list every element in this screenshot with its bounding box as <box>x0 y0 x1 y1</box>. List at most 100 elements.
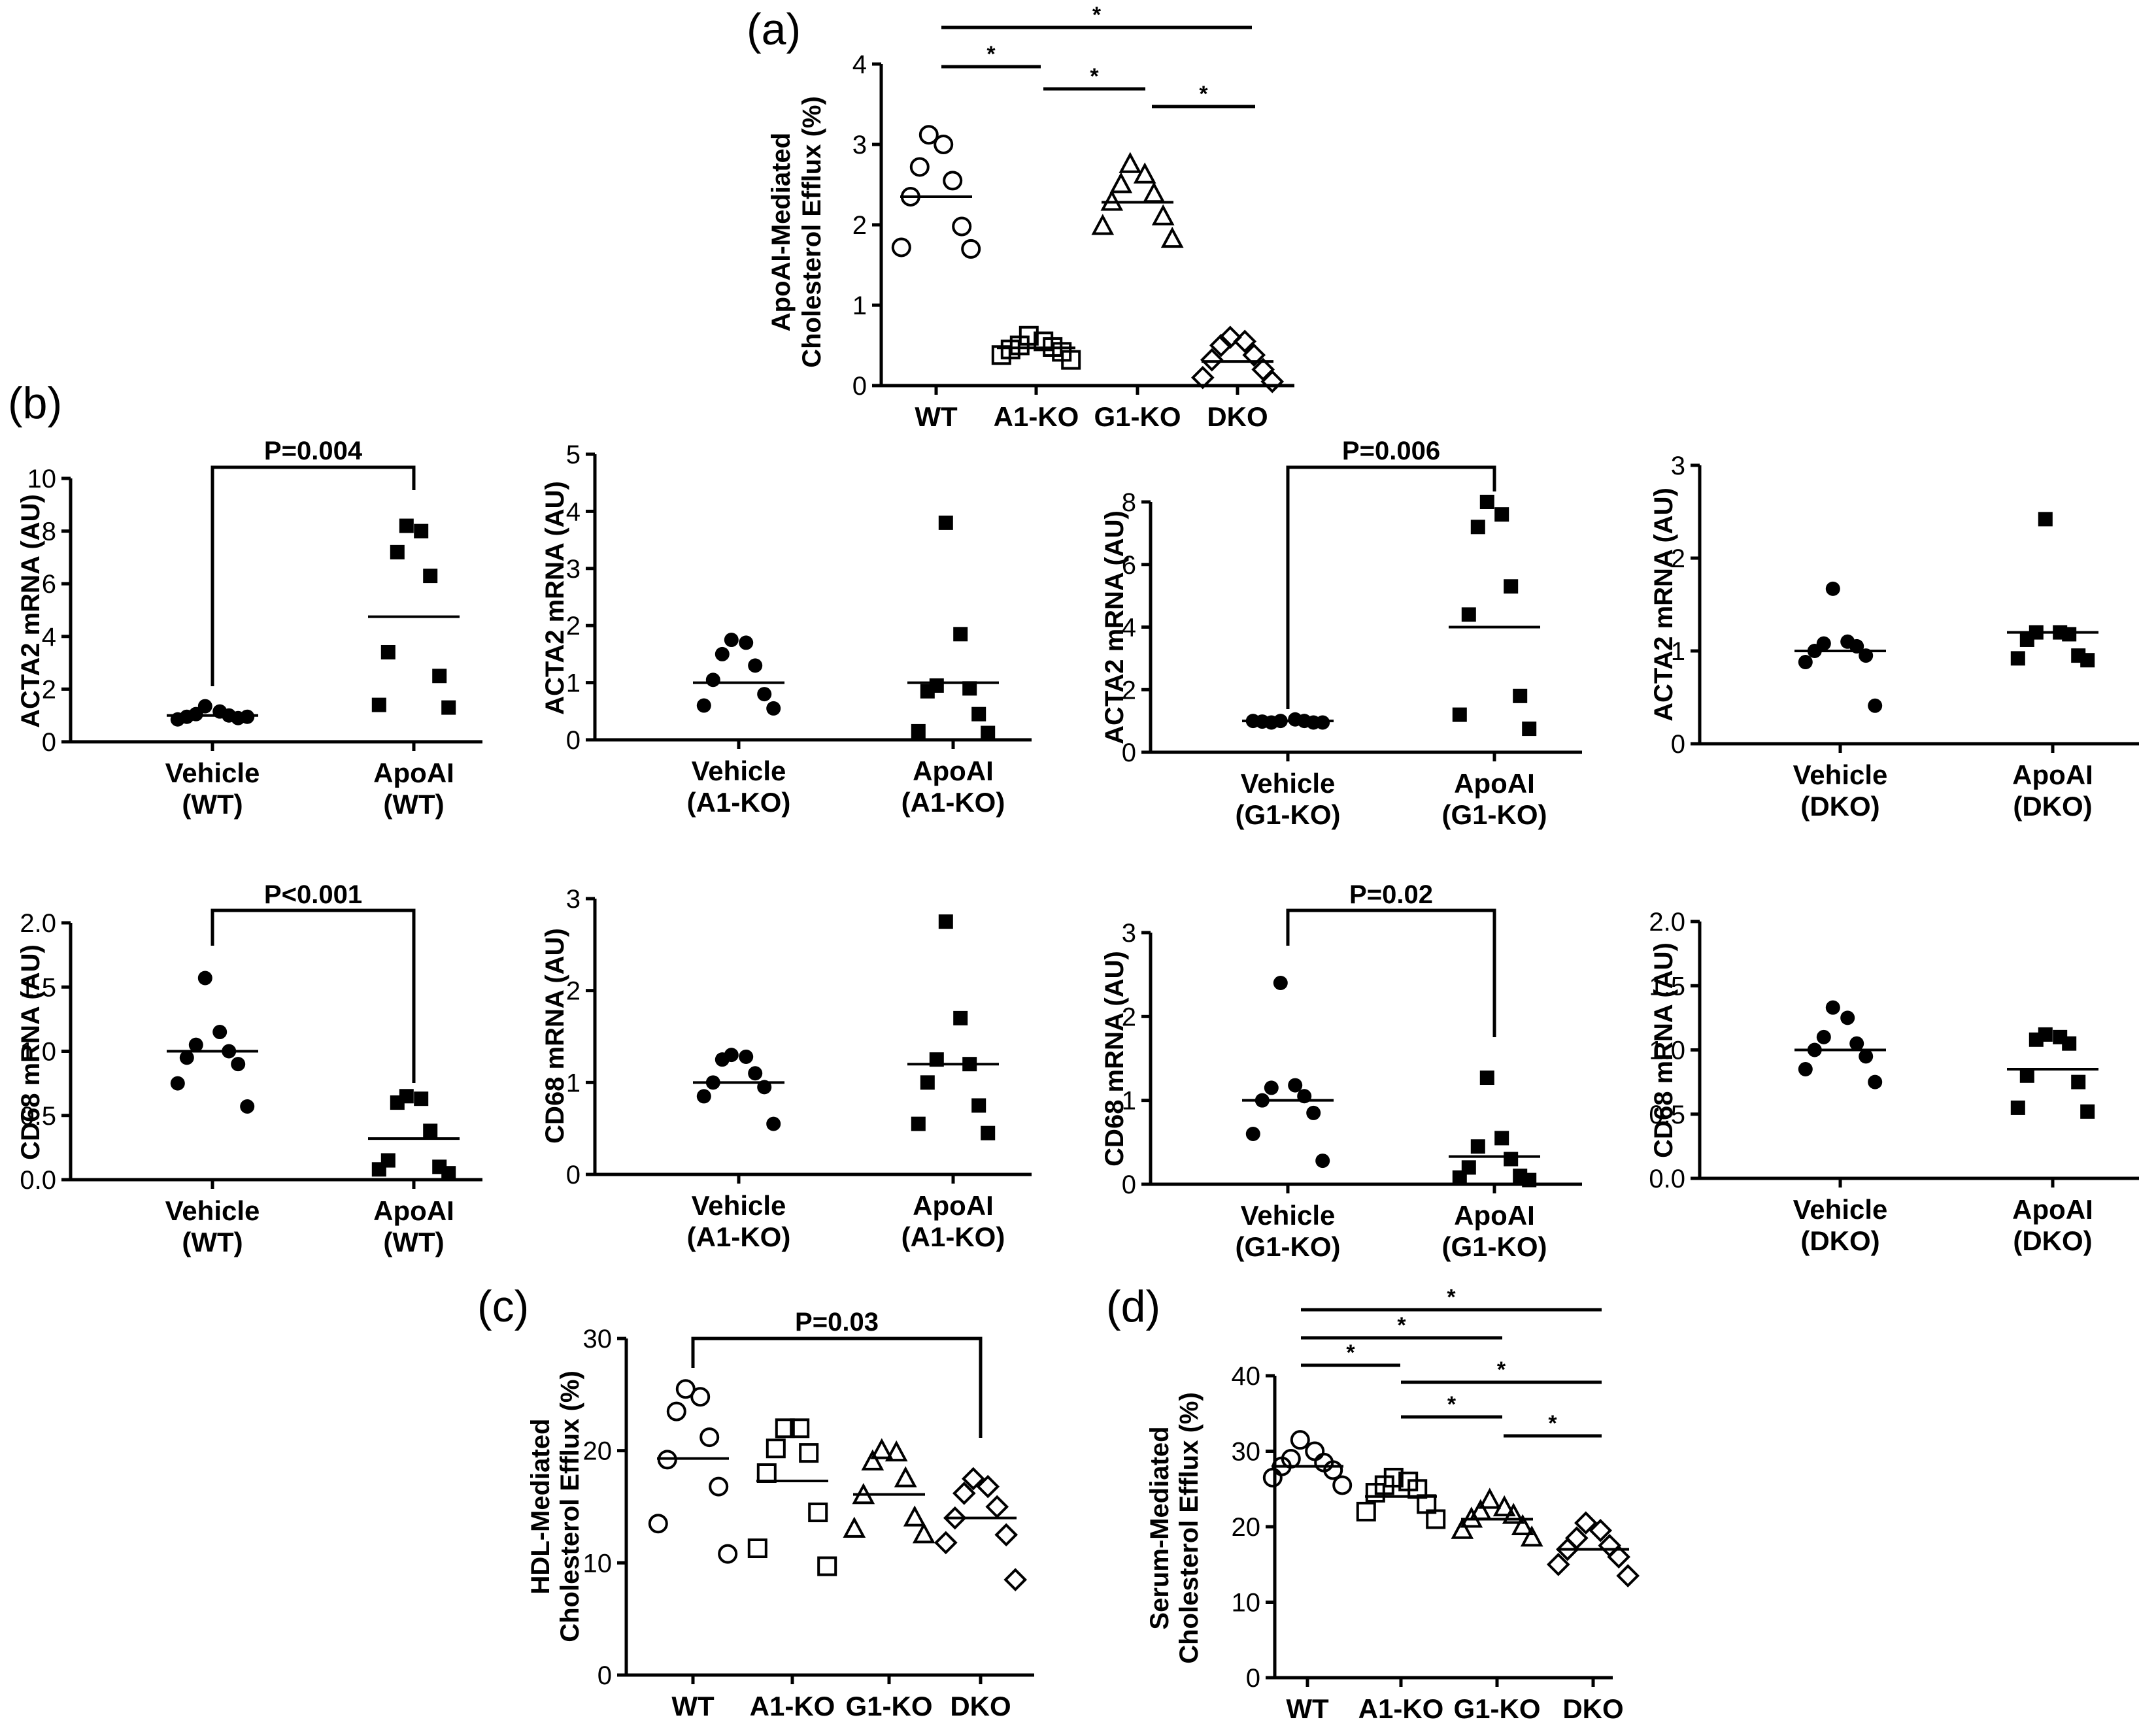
x-category-label: (A1-KO) <box>901 787 1005 818</box>
x-category-label: Vehicle <box>1241 1200 1336 1231</box>
y-tick-label: 2 <box>1122 1003 1136 1031</box>
data-point <box>1142 182 1166 203</box>
p-value-label: P<0.001 <box>264 880 362 909</box>
data-point <box>934 1531 958 1555</box>
data-point <box>943 1506 967 1530</box>
data-point <box>690 1387 711 1407</box>
y-tick-label: 0.0 <box>1649 1165 1685 1193</box>
data-point <box>981 725 996 740</box>
y-tick-label: 2.0 <box>20 909 56 938</box>
data-point <box>1522 1172 1537 1188</box>
y-tick-label: 0.5 <box>20 1102 56 1131</box>
data-point <box>414 1091 429 1106</box>
data-point <box>1479 495 1494 509</box>
significance-star: * <box>1397 1313 1406 1338</box>
data-point <box>1470 520 1485 535</box>
data-point <box>2010 651 2025 666</box>
data-point <box>934 135 954 154</box>
y-tick-label: 20 <box>583 1437 613 1466</box>
y-tick-label: 6 <box>1122 551 1136 580</box>
significance-star: * <box>1199 82 1208 107</box>
x-category-label: (WT) <box>383 789 444 820</box>
data-point <box>666 1401 686 1421</box>
y-tick-label: 3 <box>566 555 581 584</box>
data-point <box>1825 581 1840 596</box>
data-point <box>1426 1509 1446 1529</box>
data-point <box>1323 1460 1343 1480</box>
x-category-label: Vehicle <box>1793 759 1888 790</box>
data-point <box>1522 722 1537 737</box>
data-point <box>1332 1475 1353 1495</box>
y-axis-label: ApoAI-Mediated <box>767 133 796 331</box>
data-point <box>1290 1430 1310 1450</box>
y-tick-label: 10 <box>583 1549 613 1578</box>
chart-b8: 0.00.51.01.52.0Vehicle(DKO)ApoAI(DKO)CD6… <box>1649 908 2139 1256</box>
data-point <box>861 1449 884 1470</box>
data-point <box>1061 350 1081 370</box>
data-point <box>705 673 720 688</box>
y-tick-label: 0 <box>566 726 581 755</box>
data-point <box>715 646 730 661</box>
data-point <box>423 1123 438 1138</box>
panel-label: (b) <box>8 378 62 428</box>
data-point <box>1859 1049 1874 1064</box>
data-point <box>1109 172 1133 193</box>
data-point <box>1520 1525 1543 1547</box>
significance-star: * <box>1447 1392 1457 1417</box>
data-point <box>891 237 911 258</box>
y-axis-label: ACTA2 mRNA (AU) <box>1100 510 1129 744</box>
x-category-label: ApoAI <box>373 757 454 788</box>
data-point <box>1365 1483 1385 1503</box>
data-point <box>799 1443 819 1463</box>
data-point <box>718 1544 738 1564</box>
y-tick-label: 1 <box>1122 1087 1136 1116</box>
data-point <box>1479 1071 1494 1086</box>
data-point <box>231 1057 246 1072</box>
x-category-label: WT <box>915 401 958 432</box>
y-tick-label: 1 <box>852 291 867 320</box>
y-tick-label: 4 <box>42 623 56 652</box>
data-point <box>918 125 939 145</box>
data-point <box>390 544 405 559</box>
data-point <box>911 1116 926 1131</box>
y-tick-label: 2 <box>566 612 581 640</box>
y-tick-label: 0 <box>852 372 867 401</box>
data-point <box>1151 204 1175 225</box>
data-point <box>775 1418 795 1438</box>
x-category-label: (WT) <box>383 1227 444 1257</box>
data-point <box>2062 1036 2077 1051</box>
data-point <box>1868 698 1883 713</box>
data-point <box>843 1516 866 1538</box>
data-point <box>1868 1074 1883 1089</box>
data-point <box>1160 226 1184 248</box>
data-point <box>1242 343 1266 367</box>
data-point <box>441 1166 456 1181</box>
data-point <box>938 914 953 929</box>
y-axis-label: Cholesterol Efflux (%) <box>1175 1392 1204 1664</box>
x-category-label: A1-KO <box>1358 1693 1444 1724</box>
y-tick-label: 0 <box>42 728 56 757</box>
y-tick-label: 1.5 <box>20 973 56 1002</box>
y-tick-label: 10 <box>1232 1589 1261 1618</box>
data-point <box>432 669 447 684</box>
data-point <box>961 1467 985 1491</box>
data-point <box>1494 507 1509 522</box>
significance-star: * <box>1497 1357 1506 1382</box>
data-point <box>739 1049 754 1064</box>
y-tick-label: 3 <box>852 131 867 159</box>
y-tick-label: 5 <box>566 440 581 469</box>
x-category-label: (WT) <box>182 789 243 820</box>
y-axis-label: Cholesterol Efflux (%) <box>798 96 826 368</box>
y-tick-label: 2 <box>852 211 867 240</box>
y-tick-label: 2 <box>566 977 581 1006</box>
data-point <box>981 1125 996 1140</box>
x-category-label: Vehicle <box>692 1190 786 1221</box>
data-point <box>1513 688 1528 703</box>
y-tick-label: 0.5 <box>1649 1101 1685 1129</box>
data-point <box>1504 579 1519 594</box>
data-point <box>1233 329 1257 354</box>
data-point <box>1209 333 1233 357</box>
